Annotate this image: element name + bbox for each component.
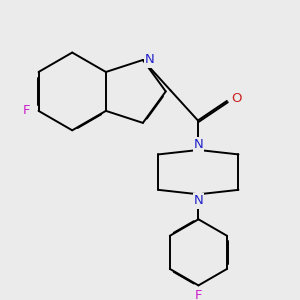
Text: F: F <box>22 104 30 117</box>
Text: N: N <box>194 138 203 151</box>
Text: N: N <box>194 194 203 208</box>
Text: O: O <box>231 92 242 105</box>
Text: N: N <box>145 53 154 67</box>
Text: F: F <box>195 289 202 300</box>
